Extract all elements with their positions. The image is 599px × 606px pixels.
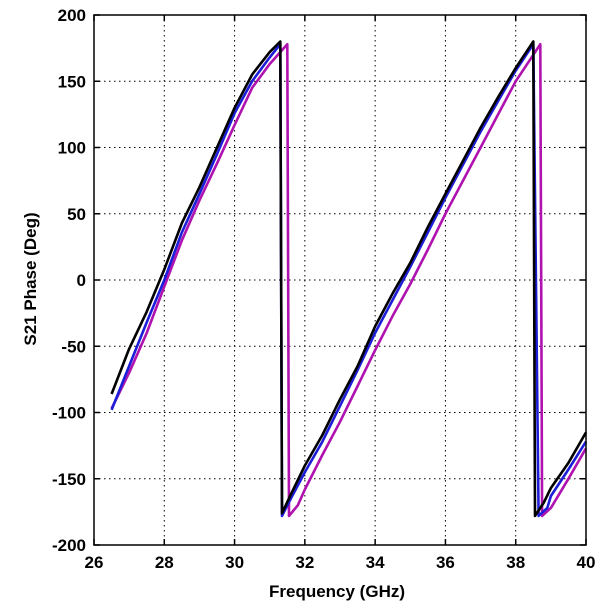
y-tick-label: 50	[67, 205, 86, 224]
x-tick-label: 32	[295, 553, 314, 572]
x-tick-label: 40	[577, 553, 596, 572]
y-tick-label: -200	[52, 536, 86, 555]
y-tick-label: -100	[52, 404, 86, 423]
series-line-1	[110, 40, 588, 518]
series-line-3	[110, 42, 588, 518]
data-series	[110, 40, 588, 518]
y-axis-label: S21 Phase (Deg)	[21, 212, 40, 345]
x-tick-label: 26	[85, 553, 104, 572]
x-tick-label: 34	[366, 553, 385, 572]
x-tick-label: 28	[155, 553, 174, 572]
y-tick-label: 0	[77, 271, 86, 290]
x-axis-label: Frequency (GHz)	[269, 582, 405, 601]
axis-ticks: 26 28 30 32 34 36 38 40 -200 -150 -100 -50 0 50 100 150…	[52, 6, 595, 572]
y-tick-label: 150	[58, 72, 86, 91]
series-line-2	[110, 42, 588, 518]
y-tick-label: -150	[52, 470, 86, 489]
y-tick-label: 100	[58, 139, 86, 158]
y-tick-label: 200	[58, 6, 86, 25]
x-tick-label: 36	[436, 553, 455, 572]
y-tick-label: -50	[61, 337, 86, 356]
x-tick-label: 38	[506, 553, 525, 572]
x-tick-label: 30	[225, 553, 244, 572]
